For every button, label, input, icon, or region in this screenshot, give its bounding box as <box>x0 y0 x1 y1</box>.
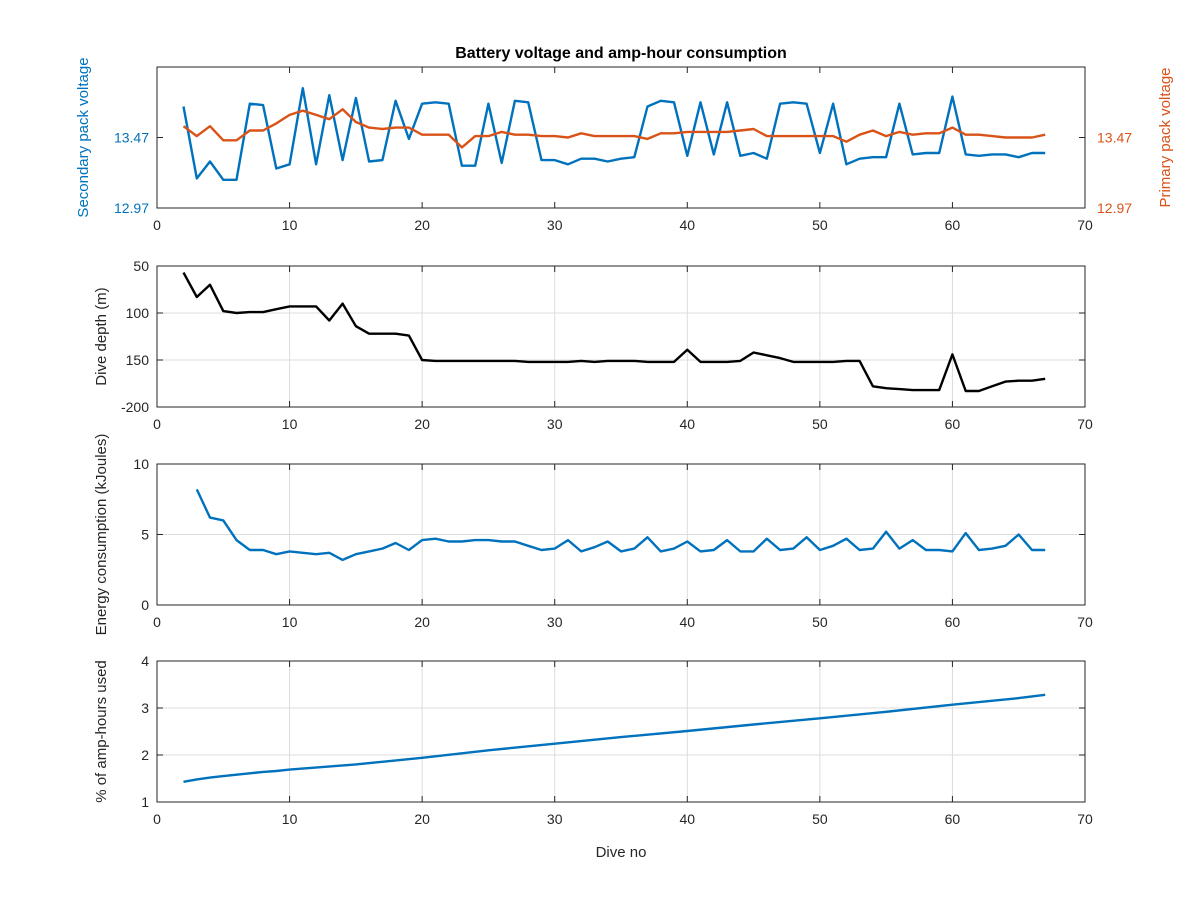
subplot-3: 0 10 20 30 40 50 60 70 0 5 10 Energy consumption (k… <box>93 434 1093 636</box>
x-tick-label: 0 <box>153 614 161 630</box>
subplot-1: 0 10 20 30 40 50 60 7012.9713.4712.9713.47Batte… <box>75 45 1174 233</box>
y-tick-label: 12.97 <box>114 200 149 216</box>
x-tick-label: 30 <box>547 614 563 630</box>
axes-frame <box>156 265 1086 408</box>
x-tick-label: 60 <box>945 811 961 827</box>
y-axis-label: Energy consumption (kJoules) <box>93 434 110 636</box>
y-tick-label: 0 <box>141 597 149 613</box>
y-right-tick-label: 12.97 <box>1097 200 1132 216</box>
x-tick-label: 40 <box>679 416 695 432</box>
x-tick-label: 40 <box>679 811 695 827</box>
series-line-1 <box>182 86 1046 182</box>
x-tick-label: 20 <box>414 217 430 233</box>
y-right-tick-label: 13.47 <box>1097 130 1132 146</box>
x-tick-label: 40 <box>679 614 695 630</box>
x-tick-label: 10 <box>282 811 298 827</box>
y-tick-label: 10 <box>133 456 149 472</box>
y-tick-label: 100 <box>126 305 150 321</box>
chart-title: Battery voltage and amp-hour consumption <box>455 45 787 62</box>
x-tick-label: 20 <box>414 811 430 827</box>
subplot-2: 0 10 20 30 40 50 60 70 50 100 150 -200 Dive depth (m… <box>93 258 1093 432</box>
x-tick-label: 70 <box>1077 614 1093 630</box>
x-tick-label: 10 <box>282 416 298 432</box>
x-tick-label: 10 <box>282 614 298 630</box>
x-tick-label: 10 <box>282 217 298 233</box>
series-line-2 <box>182 108 1046 149</box>
x-tick-label: 0 <box>153 217 161 233</box>
y-tick-label: 150 <box>126 352 150 368</box>
x-tick-label: 60 <box>945 614 961 630</box>
x-tick-label: 50 <box>812 217 828 233</box>
y-tick-label: 4 <box>141 653 149 669</box>
x-tick-label: 0 <box>153 416 161 432</box>
y-tick-label: 3 <box>141 700 149 716</box>
x-tick-label: 50 <box>812 811 828 827</box>
series-line-1 <box>182 272 1046 393</box>
x-tick-label: 60 <box>945 217 961 233</box>
y-axis-label: Dive depth (m) <box>93 287 110 385</box>
x-tick-label: 20 <box>414 416 430 432</box>
y-tick-label: 5 <box>141 527 149 543</box>
y-tick-label: 2 <box>141 747 149 763</box>
x-tick-label: 70 <box>1077 811 1093 827</box>
x-tick-label: 60 <box>945 416 961 432</box>
x-tick-label: 0 <box>153 811 161 827</box>
y-tick-label: -200 <box>121 399 149 415</box>
series-line-1 <box>183 693 1046 783</box>
y-axis-label: Secondary pack voltage <box>75 57 92 217</box>
x-tick-label: 70 <box>1077 416 1093 432</box>
x-tick-label: 20 <box>414 614 430 630</box>
x-tick-label: 70 <box>1077 217 1093 233</box>
y-axis-label: % of amp-hours used <box>93 660 110 803</box>
x-tick-label: 30 <box>547 811 563 827</box>
y-right-axis-label: Primary pack voltage <box>1157 67 1174 207</box>
x-tick-label: 30 <box>547 416 563 432</box>
axes-frame <box>156 660 1086 803</box>
x-tick-label: 40 <box>679 217 695 233</box>
x-tick-label: 50 <box>812 416 828 432</box>
subplot-4: 0 10 20 30 40 50 60 70 1 2 3 4 % of amp-hours used Di… <box>93 653 1093 861</box>
y-tick-label: 50 <box>133 258 149 274</box>
y-tick-label: 1 <box>141 794 149 810</box>
axes-frame <box>156 66 1086 209</box>
y-tick-label: 13.47 <box>114 130 149 146</box>
x-tick-label: 50 <box>812 614 828 630</box>
series-line-1 <box>195 488 1046 562</box>
x-tick-label: 30 <box>547 217 563 233</box>
x-axis-label: Dive no <box>596 844 647 861</box>
